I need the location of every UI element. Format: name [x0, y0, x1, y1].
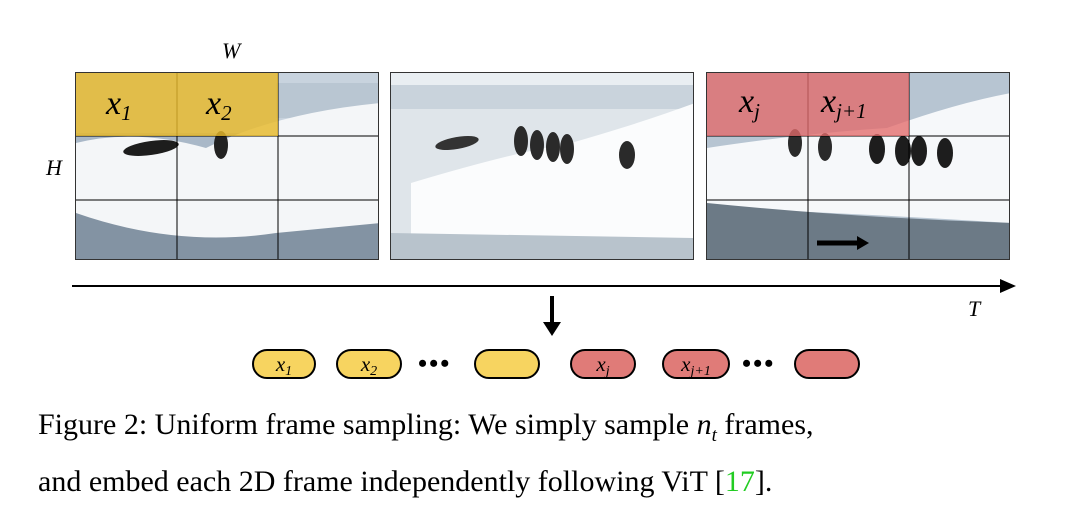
caption-prefix: Figure 2: Uniform frame sampling: We sim…	[38, 408, 697, 441]
caption-suffix: ].	[754, 465, 773, 498]
token-yellow-last	[474, 349, 540, 379]
ellipsis-yellow: •••	[418, 349, 452, 378]
caption-line2: and embed each 2D frame independently fo…	[38, 465, 725, 498]
video-frame-2	[390, 72, 694, 260]
patch-label-xj: xj	[739, 83, 760, 123]
token-x2: x2	[336, 349, 402, 379]
token-xj: xj	[570, 349, 636, 379]
time-label: T	[968, 296, 981, 321]
caption-variable: nt	[696, 408, 717, 446]
patch-label-x1: x1	[106, 85, 132, 125]
video-frame-3: xj xj+1	[706, 72, 1010, 260]
patch-label-x2: x2	[206, 85, 232, 125]
down-arrow-icon	[543, 296, 561, 336]
height-label: H	[46, 155, 62, 180]
video-frame-1: x1 x2	[75, 72, 379, 260]
figure-caption: Figure 2: Uniform frame sampling: We sim…	[38, 402, 1068, 505]
ellipsis-red: •••	[742, 349, 776, 378]
token-red-last	[794, 349, 860, 379]
caption-middle: frames,	[716, 408, 814, 441]
time-axis-arrow	[72, 279, 1016, 293]
citation-link[interactable]: 17	[724, 465, 755, 498]
token-xj1: xj+1	[662, 349, 730, 379]
token-x1: x1	[252, 349, 316, 379]
patch-label-xj1: xj+1	[821, 83, 867, 123]
width-label: W	[222, 38, 241, 63]
